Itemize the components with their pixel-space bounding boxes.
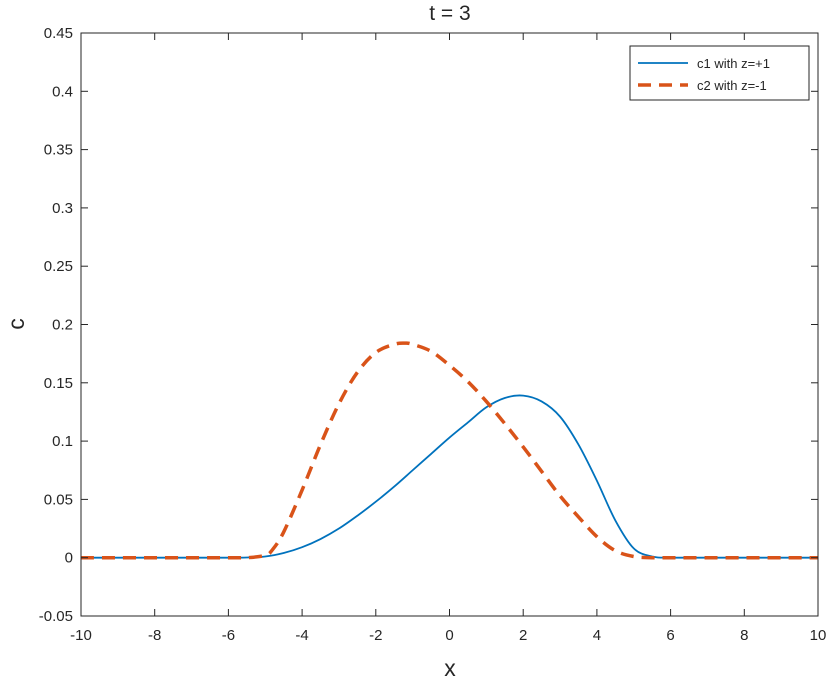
x-tick-label: -8 [148,627,161,644]
plot-area [81,33,818,616]
series-layer [81,341,818,560]
y-tick-label: -0.05 [39,608,73,625]
legend-box [629,45,810,101]
x-tick-label: 4 [593,627,601,644]
x-tick-label: -4 [295,627,308,644]
y-tick-label: 0.1 [52,433,73,450]
x-tick-label: -10 [70,627,92,644]
series-line-1 [81,394,818,559]
y-tick-label: 0.35 [44,142,73,159]
y-tick-label: 0.45 [44,25,73,42]
x-tick-label: 10 [810,627,827,644]
x-tick-label: 8 [740,627,748,644]
y-tick-label: 0.2 [52,317,73,334]
y-tick-label: 0.3 [52,200,73,217]
y-tick-label: 0.15 [44,375,73,392]
x-tick-label: 6 [666,627,674,644]
legend-label-2: c2 with z=-1 [697,78,767,93]
series-line-2 [81,341,818,560]
y-tick-label: 0.4 [52,83,73,100]
x-axis-label: x [444,655,456,680]
ticks-layer: -10 -8 -6 -4 -2 0 2 4 6 8 10 -0.05 0 0.05 0.1 0.15 0.2 0.… [39,25,827,644]
legend: c1 with z=+1 c2 with z=-1 [629,45,810,101]
chart-title: t = 3 [429,2,470,25]
x-tick-label: 2 [519,627,527,644]
y-axis-label: c [3,318,29,330]
x-tick-label: 0 [445,627,453,644]
y-tick-label: 0 [65,550,73,567]
y-tick-label: 0.25 [44,258,73,275]
legend-label-1: c1 with z=+1 [697,56,770,71]
y-tick-label: 0.05 [44,491,73,508]
x-tick-label: -6 [222,627,235,644]
x-tick-label: -2 [369,627,382,644]
